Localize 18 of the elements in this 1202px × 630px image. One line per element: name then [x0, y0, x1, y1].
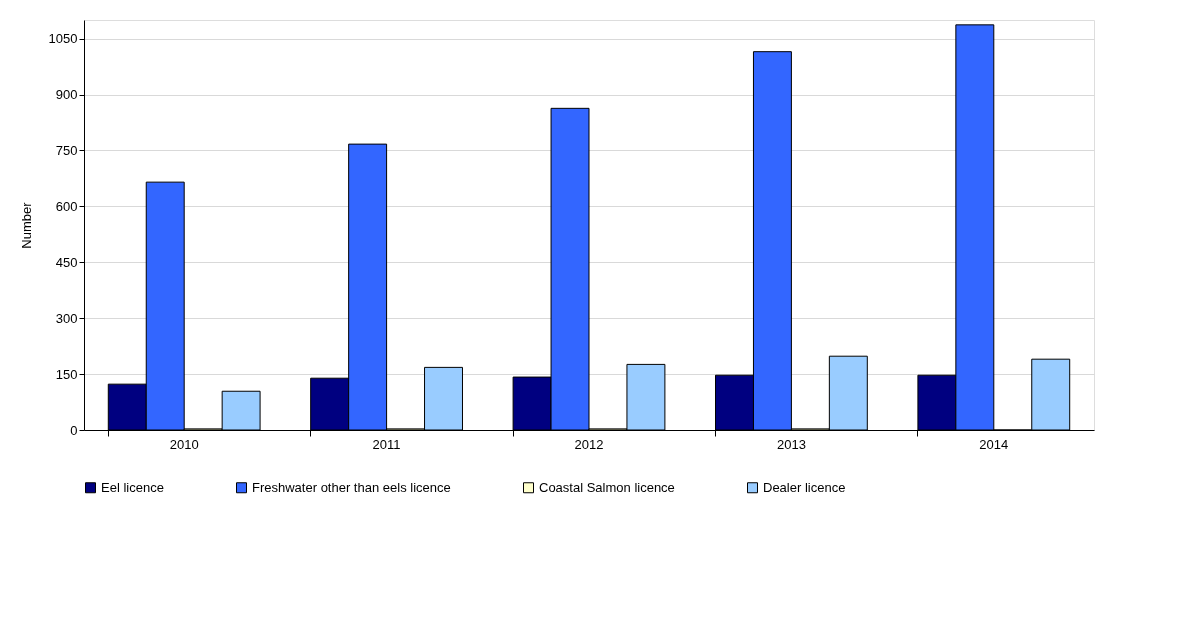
x-tick-label: 2013	[776, 436, 806, 452]
legend-label: Coastal Salmon licence	[539, 479, 675, 495]
x-tick-label: 2010	[169, 436, 199, 452]
legend-label: Freshwater other than eels licence	[252, 479, 451, 495]
x-tick-label: 2011	[372, 436, 401, 452]
x-tick-label: 2014	[979, 436, 1009, 452]
y-tick-label: 300	[55, 310, 78, 326]
y-tick-label: 1050	[48, 31, 78, 47]
y-axis-title: Number	[18, 201, 34, 249]
y-tick-label: 750	[55, 142, 78, 158]
y-tick-label: 150	[55, 366, 78, 382]
y-tick-label: 900	[55, 87, 78, 103]
y-tick-label: 450	[55, 254, 78, 270]
x-tick-label: 2012	[574, 436, 604, 452]
legend-label: Eel licence	[101, 479, 164, 495]
y-tick-label: 0	[70, 422, 78, 438]
y-tick-label: 600	[55, 198, 78, 214]
legend-label: Dealer licence	[763, 479, 846, 495]
